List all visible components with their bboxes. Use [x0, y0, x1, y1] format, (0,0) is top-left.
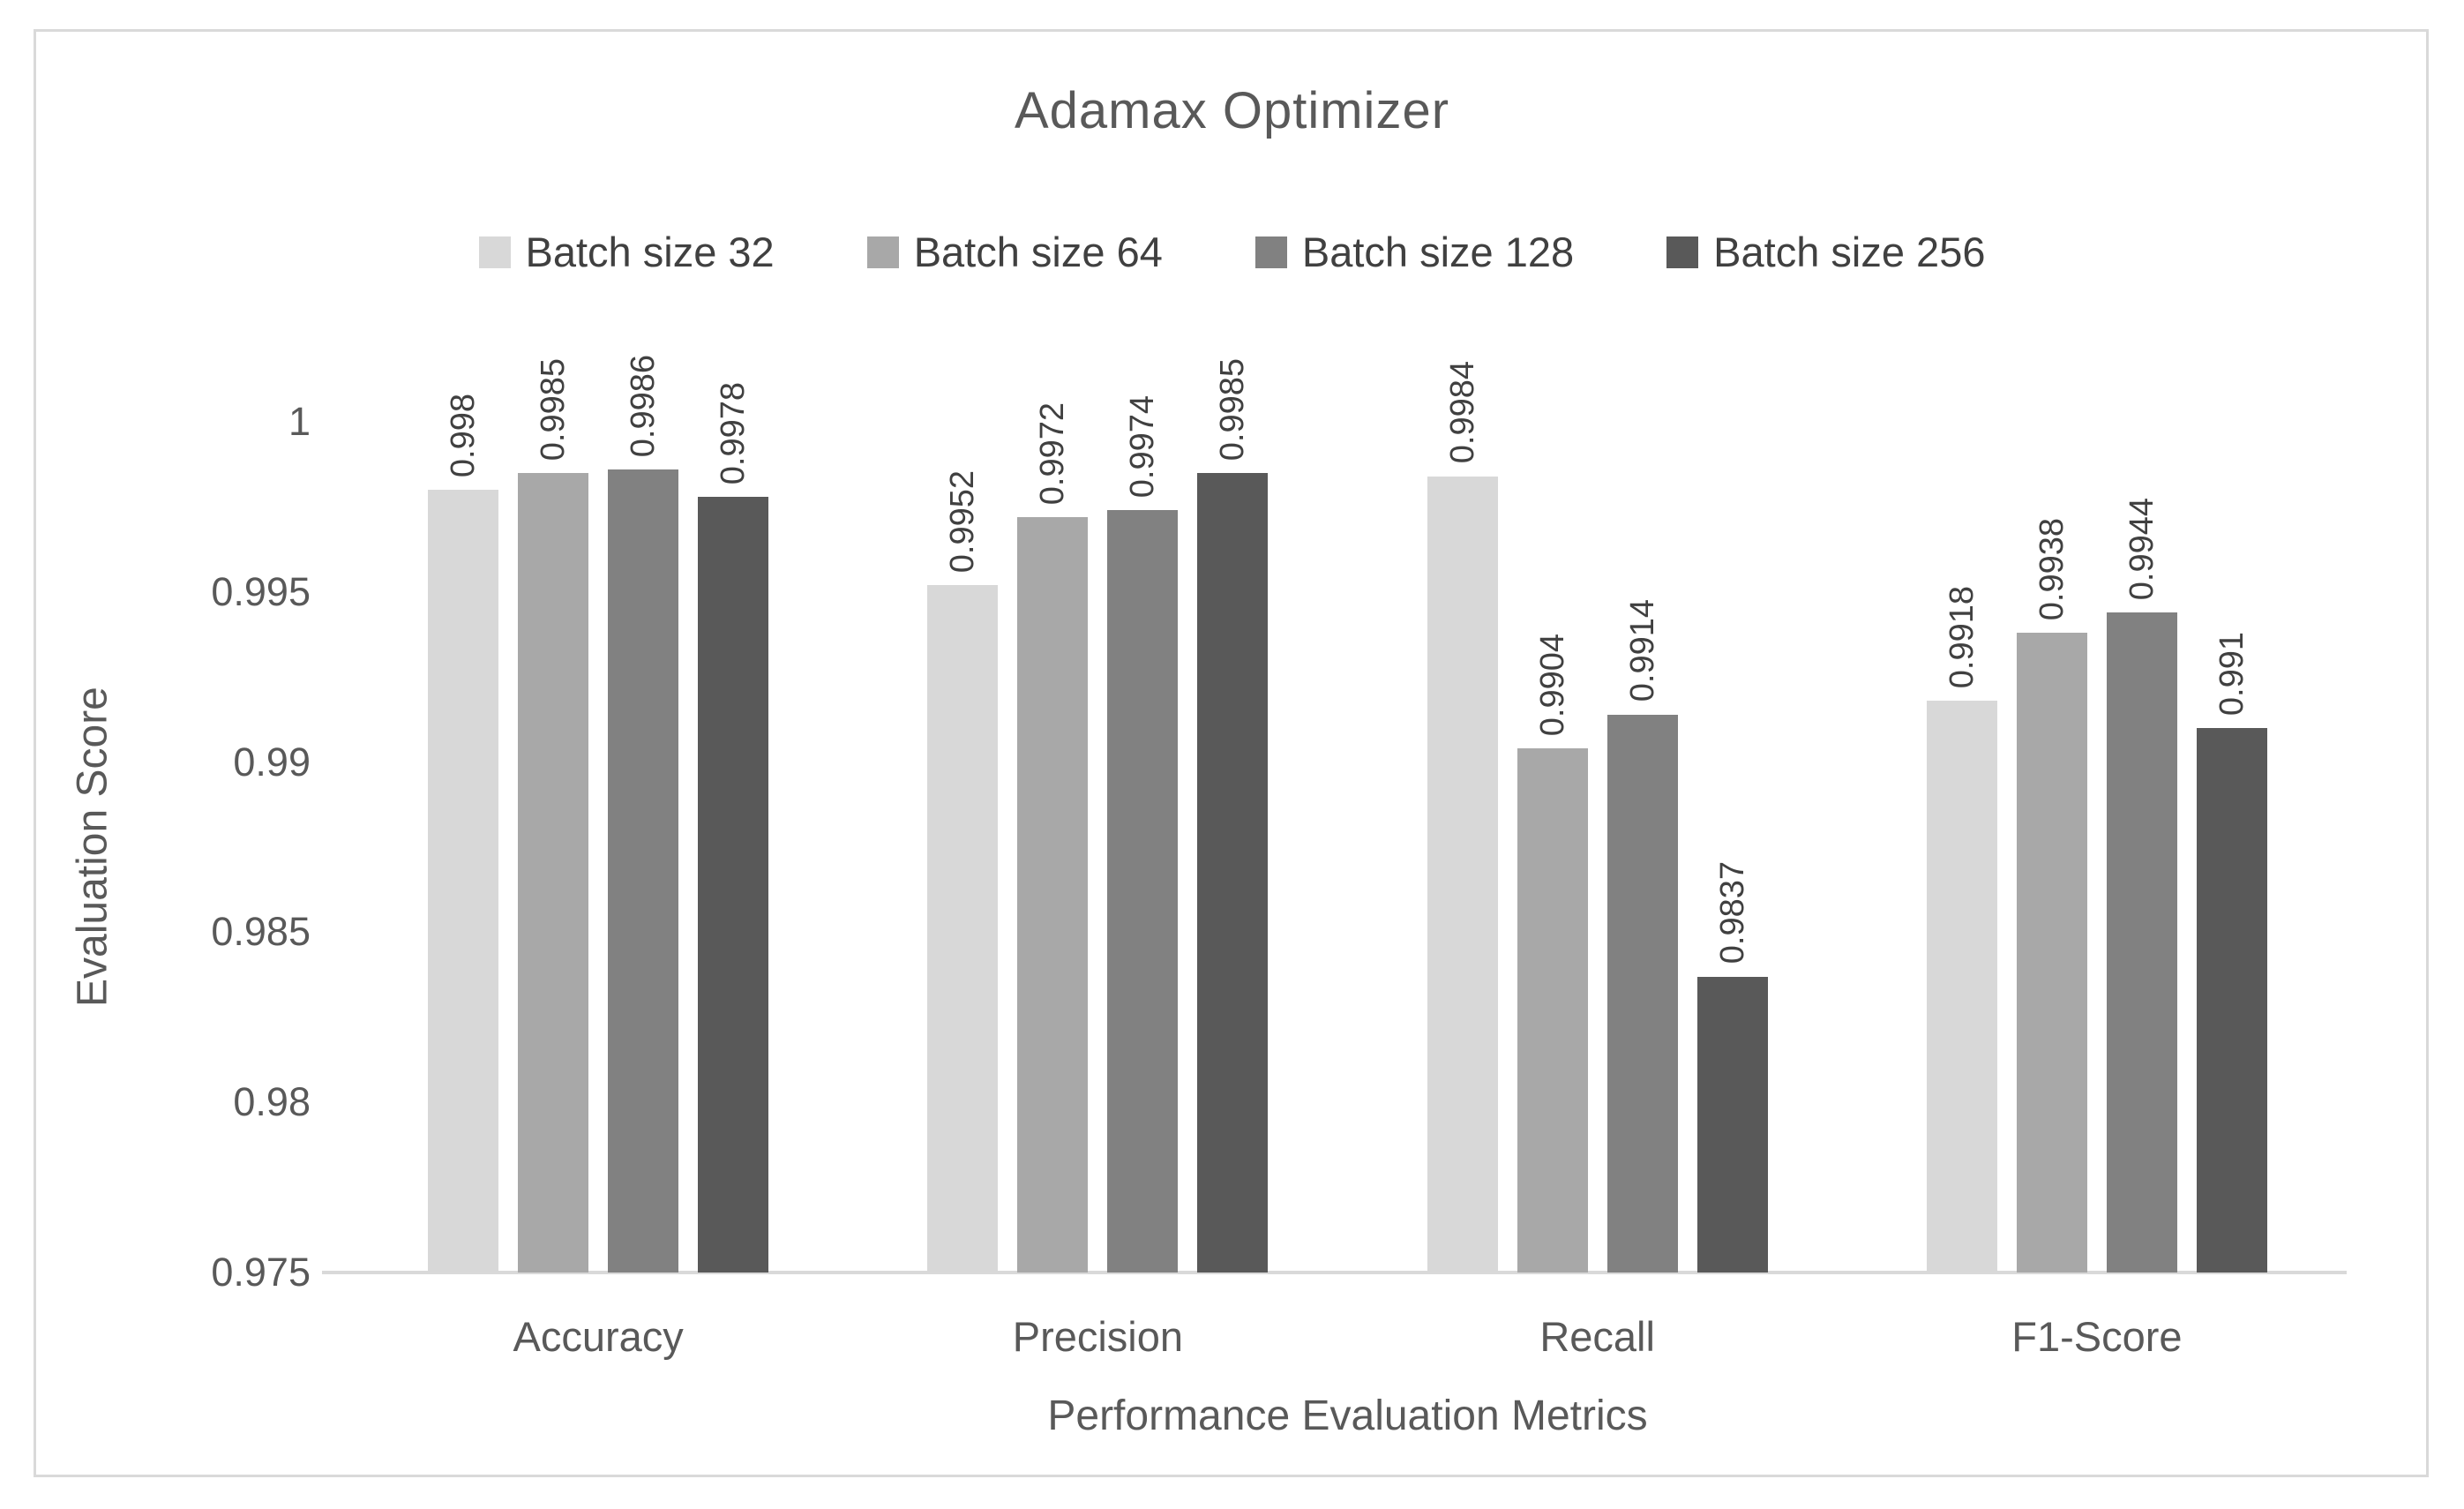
y-tick-label: 1	[288, 399, 311, 444]
bar-value-label: 0.9986	[625, 354, 663, 457]
y-tick-label: 0.995	[211, 568, 311, 614]
x-category-label: F1-Score	[2011, 1313, 2183, 1360]
bar	[608, 469, 679, 1273]
bar-slot: 0.9985	[518, 358, 589, 1273]
bar	[1926, 701, 1997, 1273]
x-category-label: Precision	[1012, 1313, 1184, 1360]
x-axis-category-labels: Accuracy Precision Recall F1-Score	[348, 1312, 2347, 1361]
chart-title: Adamax Optimizer	[1014, 82, 1450, 139]
legend-swatch-icon	[478, 236, 511, 268]
bar	[1427, 476, 1498, 1273]
bar	[2196, 728, 2267, 1273]
x-category-label: Recall	[1539, 1313, 1655, 1360]
bar-slot: 0.9985	[1197, 358, 1269, 1273]
legend-swatch-icon	[866, 236, 899, 268]
bar-value-label: 0.998	[445, 394, 483, 478]
legend-label: Batch size 32	[525, 229, 775, 275]
plot-area: 0.998 0.9985 0.9986 0.9978 0.9952 0.9972 0.997…	[322, 355, 2347, 1274]
bar-slot: 0.9938	[2016, 422, 2087, 1273]
y-tick-label: 0.985	[211, 909, 311, 955]
legend-label: Batch size 64	[913, 229, 1163, 275]
bar-slot: 0.9944	[2106, 422, 2177, 1273]
bar-value-label: 0.9914	[1623, 599, 1661, 702]
y-tick-label: 0.98	[233, 1079, 311, 1125]
bar-group-precision: 0.9952 0.9972 0.9974 0.9985	[848, 358, 1347, 1273]
bar-value-label: 0.9985	[1214, 357, 1252, 461]
bar-value-label: 0.9837	[1713, 861, 1751, 965]
bar-value-label: 0.9938	[2033, 517, 2071, 621]
bar-slot: 0.9974	[1107, 395, 1179, 1273]
bar-value-label: 0.9972	[1034, 402, 1072, 505]
legend-item-3: Batch size 128	[1254, 228, 1575, 276]
legend-swatch-icon	[1666, 236, 1699, 268]
bar-value-label: 0.9952	[944, 469, 982, 574]
bar-slot: 0.9984	[1427, 361, 1498, 1273]
y-tick-label: 0.975	[211, 1250, 311, 1295]
legend-item-1: Batch size 32	[478, 228, 775, 276]
bar-slot: 0.9837	[1696, 422, 1768, 1273]
legend-item-2: Batch size 64	[866, 228, 1163, 276]
bar	[927, 585, 999, 1273]
bar	[698, 496, 769, 1273]
bar-slot: 0.9914	[1606, 422, 1678, 1273]
bar-slot: 0.9978	[698, 382, 769, 1273]
bar-slot: 0.991	[2196, 422, 2267, 1273]
bar	[1606, 714, 1678, 1273]
bar-group-f1-score: 0.9918 0.9938 0.9944 0.991	[1847, 422, 2347, 1273]
bar-value-label: 0.991	[2213, 631, 2251, 717]
bar-slot: 0.998	[428, 394, 499, 1273]
bar	[1517, 748, 1588, 1273]
bar-slot: 0.9918	[1926, 422, 1997, 1273]
bar-slot: 0.9972	[1017, 402, 1089, 1273]
x-category-label: Accuracy	[513, 1313, 684, 1360]
bar-group-accuracy: 0.998 0.9985 0.9986 0.9978	[348, 355, 848, 1273]
bar-value-label: 0.9985	[535, 357, 573, 461]
bar-slot: 0.9952	[927, 422, 999, 1273]
bar	[428, 490, 499, 1273]
bar	[1696, 976, 1768, 1273]
bar	[2106, 612, 2177, 1273]
bar	[2016, 633, 2087, 1273]
legend-swatch-icon	[1254, 236, 1287, 268]
legend-label: Batch size 128	[1301, 229, 1575, 275]
bar	[518, 472, 589, 1273]
bar	[1197, 472, 1269, 1273]
bar-group-recall: 0.9984 0.9904 0.9914 0.9837	[1348, 361, 1847, 1273]
x-axis-title: Performance Evaluation Metrics	[1047, 1393, 1648, 1439]
bar-value-label: 0.9904	[1533, 633, 1571, 737]
bar-value-label: 0.9918	[1943, 585, 1981, 689]
bar	[1017, 516, 1089, 1273]
x-axis-line	[322, 1271, 2347, 1274]
bar-value-label: 0.9974	[1124, 395, 1162, 499]
legend-label: Batch size 256	[1713, 229, 1986, 275]
bar-slot: 0.9986	[608, 355, 679, 1273]
bar	[1107, 510, 1179, 1273]
bar-value-label: 0.9978	[715, 381, 753, 484]
bar-value-label: 0.9944	[2123, 497, 2161, 600]
y-tick-label: 0.99	[233, 739, 311, 785]
bar-slot: 0.9904	[1517, 422, 1588, 1273]
y-axis-tick-labels: 1 0.995 0.99 0.985 0.98 0.975	[0, 399, 311, 1295]
legend-item-4: Batch size 256	[1666, 228, 1985, 276]
bar-value-label: 0.9984	[1443, 361, 1481, 464]
legend: Batch size 32 Batch size 64 Batch size 128…	[0, 228, 2464, 276]
